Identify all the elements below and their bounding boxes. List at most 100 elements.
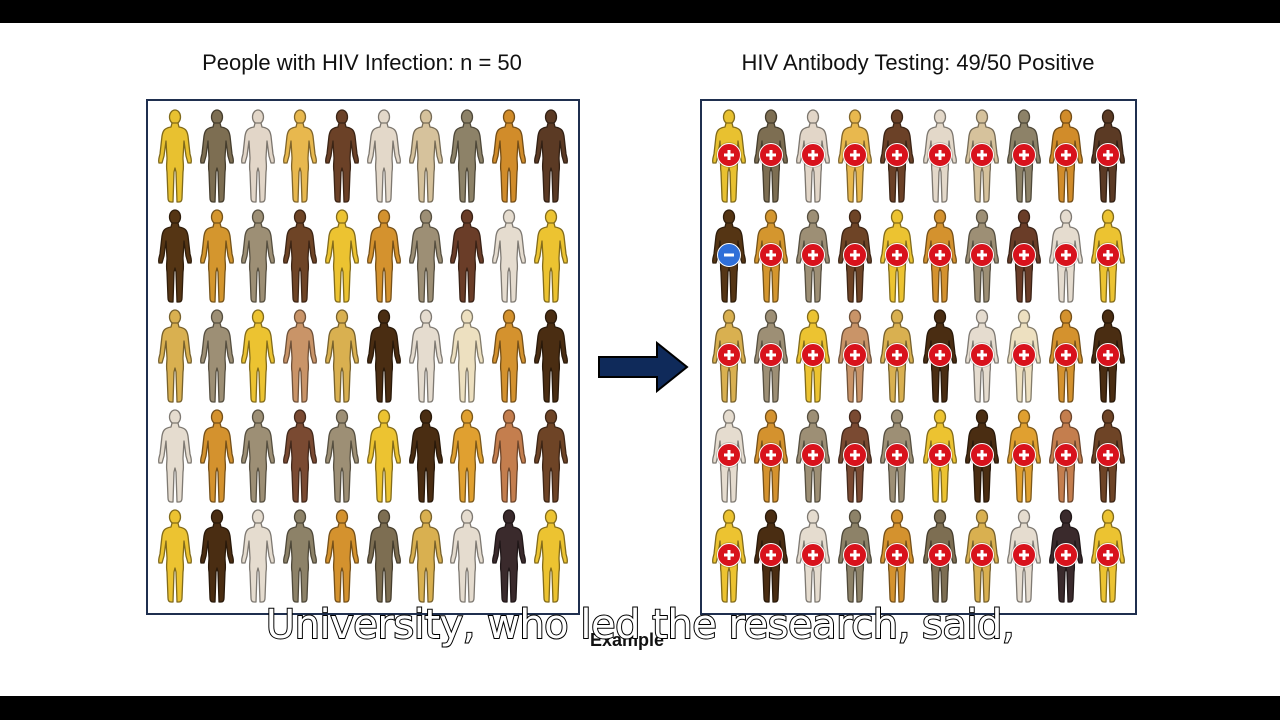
positive-test-badge [885,243,910,267]
positive-test-badge [969,343,994,367]
person-figure-icon [283,109,318,203]
tested-person-cell [1087,407,1129,507]
person-cell [447,407,489,507]
person-figure-icon [241,509,276,603]
person-figure-icon [366,309,401,403]
person-cell [321,407,363,507]
tested-person-cell [1045,107,1087,207]
positive-test-badge [1011,543,1036,567]
plus-icon [933,248,947,262]
positive-test-badge [717,443,742,467]
plus-icon [722,448,736,462]
positive-test-badge [843,243,868,267]
plus-icon [1101,548,1115,562]
plus-icon [806,248,820,262]
positive-test-badge [969,243,994,267]
tested-person-cell [1087,107,1129,207]
plus-icon [933,148,947,162]
person-figure-icon [241,309,276,403]
positive-test-badge [927,443,952,467]
plus-icon [975,348,989,362]
tested-person-cell [708,307,750,407]
plus-icon [975,148,989,162]
tested-person-cell [750,507,792,607]
person-cell [530,207,572,307]
person-figure-icon [408,109,443,203]
plus-icon [1059,548,1073,562]
person-figure-icon [283,209,318,303]
positive-test-badge [759,343,784,367]
person-cell [488,507,530,607]
positive-test-badge [1011,143,1036,167]
subtitle-caption: University, who led the research, said, [265,601,1016,649]
person-cell [321,207,363,307]
tested-person-cell [961,507,1003,607]
positive-test-badge [1095,443,1120,467]
plus-icon [890,548,904,562]
tested-person-cell [750,307,792,407]
plus-icon [1017,148,1031,162]
person-figure-icon [283,409,318,503]
tested-person-cell [876,307,918,407]
positive-test-badge [1095,543,1120,567]
plus-icon [806,148,820,162]
plus-icon [848,148,862,162]
person-figure-icon [157,309,192,403]
plus-icon [722,548,736,562]
tested-person-cell [876,107,918,207]
tested-person-cell [961,107,1003,207]
person-figure-icon [492,209,527,303]
positive-test-badge [1053,443,1078,467]
tested-person-cell [918,307,960,407]
negative-test-badge [717,243,742,267]
plus-icon [806,348,820,362]
person-cell [238,107,280,207]
person-cell [405,307,447,407]
positive-test-badge [759,143,784,167]
positive-test-badge [885,543,910,567]
plus-icon [1101,448,1115,462]
person-figure-icon [325,209,360,303]
positive-test-badge [969,443,994,467]
tested-person-cell [918,407,960,507]
person-cell [238,507,280,607]
person-cell [196,207,238,307]
person-figure-icon [534,109,569,203]
tested-person-cell [1087,307,1129,407]
plus-icon [764,248,778,262]
person-cell [363,407,405,507]
person-figure-icon [157,209,192,303]
positive-test-badge [1095,143,1120,167]
person-figure-icon [325,409,360,503]
letterbox-top [0,0,1280,23]
tested-person-cell [708,207,750,307]
tested-person-cell [961,307,1003,407]
plus-icon [1059,448,1073,462]
positive-test-badge [801,243,826,267]
person-figure-icon [408,409,443,503]
person-cell [530,107,572,207]
person-figure-icon [408,209,443,303]
tested-person-cell [750,207,792,307]
plus-icon [1101,348,1115,362]
positive-test-badge [885,343,910,367]
tested-person-cell [918,107,960,207]
person-cell [363,307,405,407]
tested-person-cell [876,407,918,507]
antibody-testing-panel [700,99,1137,615]
positive-test-badge [1053,243,1078,267]
tested-person-cell [792,407,834,507]
tested-person-cell [1003,407,1045,507]
person-figure-icon [157,409,192,503]
person-cell [154,307,196,407]
person-cell [363,107,405,207]
positive-test-badge [1011,343,1036,367]
positive-test-badge [801,443,826,467]
plus-icon [1059,148,1073,162]
left-panel-title: People with HIV Infection: n = 50 [202,50,522,75]
tested-person-cell [708,507,750,607]
plus-icon [1017,448,1031,462]
person-figure-icon [534,409,569,503]
person-cell [279,107,321,207]
person-figure-icon [534,309,569,403]
